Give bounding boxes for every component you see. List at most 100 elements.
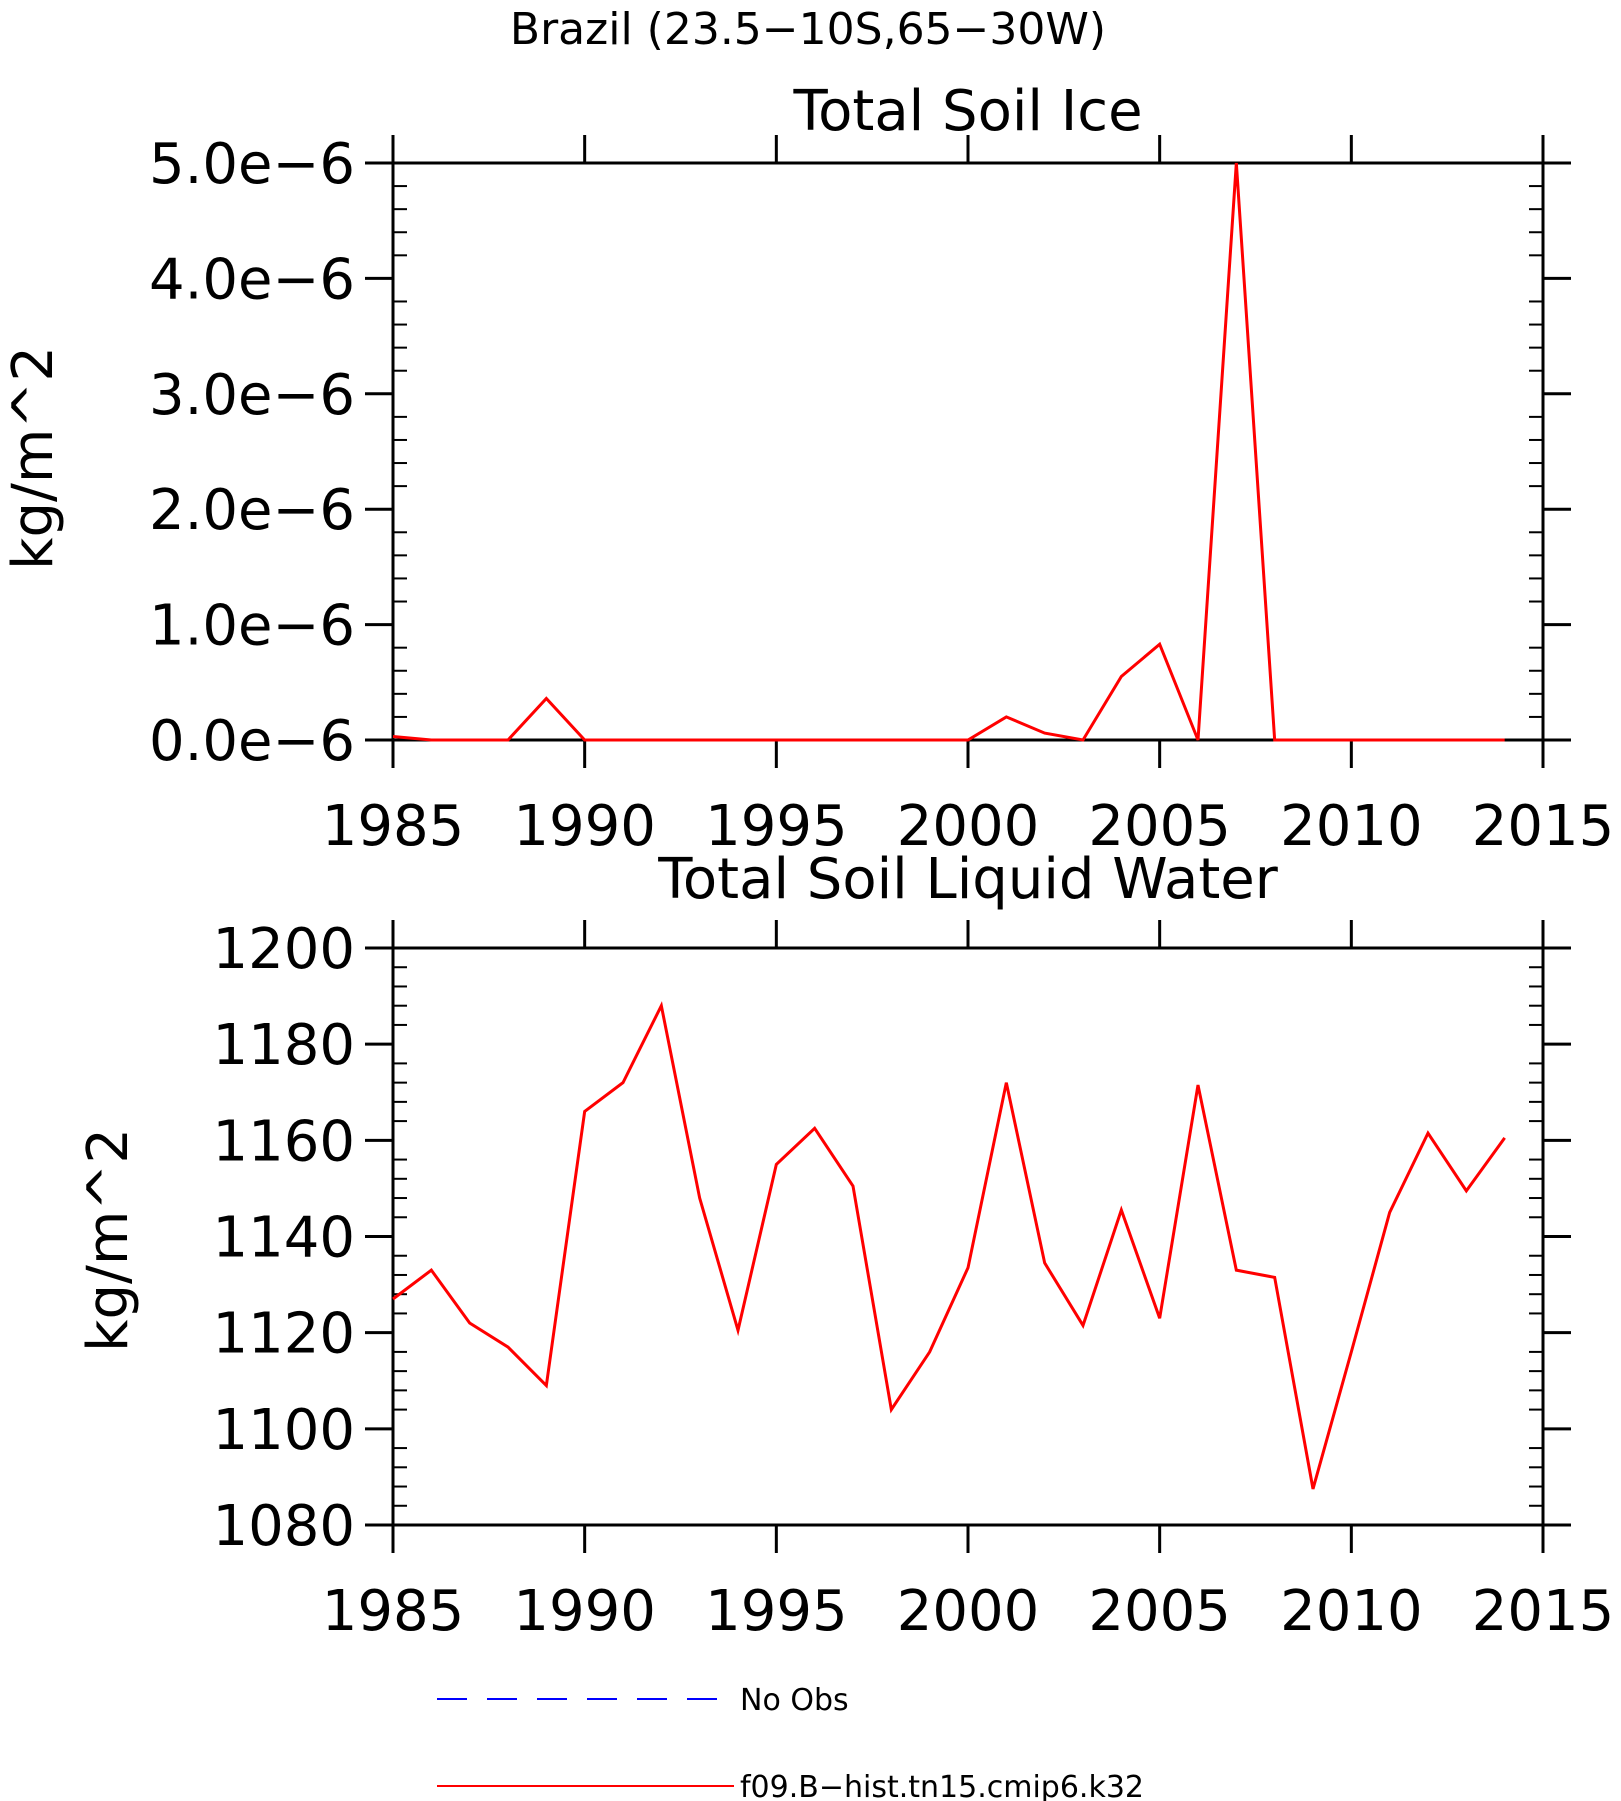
panel1-series-line [392, 162, 1505, 742]
panel2-data-point [1235, 1269, 1238, 1272]
panel1-data-point [1043, 732, 1046, 735]
panel1-data-point [392, 735, 395, 738]
panel2-y-tick-label: 1120 [212, 1302, 355, 1367]
panel1-plot-area: 1985 1990 1995 2000 2005 2010 2015 0.0e−6 1.0e−6… [149, 132, 1614, 859]
panel1-y-tick-label: 2.0e−6 [149, 478, 355, 543]
panel1-data-point [507, 739, 510, 742]
panel2-data-point [1388, 1211, 1391, 1214]
panel1-data-point [1312, 739, 1315, 742]
panel1-data-point [890, 739, 893, 742]
panel2-data-point [583, 1110, 586, 1113]
panel2-x-tick-label: 2010 [1280, 1579, 1423, 1644]
panel2-x-tick-label: 1995 [705, 1579, 848, 1644]
panel1-y-axis-label: kg/m^2 [1, 346, 66, 570]
panel1-x-tick-label: 2010 [1280, 794, 1423, 859]
panel2-data-point [928, 1350, 931, 1353]
panel2-data-point [1427, 1132, 1430, 1135]
panel2-data-point [622, 1081, 625, 1084]
panel2-data-point [1465, 1189, 1468, 1192]
panel1-data-point [852, 739, 855, 742]
panel1-data-point [1197, 739, 1200, 742]
panel1-data-point [1005, 715, 1008, 718]
panel2-series-line [392, 1001, 1506, 1490]
panel2-data-point [852, 1185, 855, 1188]
panel1-data-point [813, 739, 816, 742]
panel2-data-point [967, 1266, 970, 1269]
panel1-x-tick-label: 2000 [897, 794, 1040, 859]
figure-title: Brazil (23.5−10S,65−30W) [510, 4, 1106, 55]
panel2-data-point [737, 1329, 740, 1332]
panel1-subtitle: Total Soil Ice [792, 79, 1142, 144]
panel1-data-point [775, 739, 778, 742]
panel2-data-point [468, 1322, 471, 1325]
legend-label-no-obs: No Obs [740, 1683, 849, 1718]
panel2-data-point [698, 1197, 701, 1200]
panel1-data-point [1158, 643, 1161, 646]
panel2-data-point [890, 1408, 893, 1411]
panel1-data-point [967, 739, 970, 742]
panel1-data-point [737, 739, 740, 742]
panel1-data-point [698, 739, 701, 742]
panel1-x-tick-label: 1995 [705, 794, 848, 859]
panel1-y-tick-label: 0.0e−6 [149, 709, 355, 774]
panel2-x-tick-label: 2015 [1472, 1579, 1615, 1644]
panel2-data-point [1158, 1317, 1161, 1320]
panel2-y-tick-label: 1100 [212, 1398, 355, 1463]
panel1-data-point [1388, 739, 1391, 742]
panel2-data-point [392, 1298, 395, 1301]
panel2-data-point [1082, 1324, 1085, 1327]
panel1-data-point [545, 697, 548, 700]
panel2-y-tick-label: 1200 [212, 917, 355, 982]
panel1-x-tick-label: 1990 [513, 794, 656, 859]
panel2-data-point [1273, 1276, 1276, 1279]
panel2-data-point [545, 1384, 548, 1387]
panel1-y-tick-label: 5.0e−6 [149, 132, 355, 197]
panel1-data-point [1427, 739, 1430, 742]
panel1-data-point [1350, 739, 1353, 742]
panel2-data-point [1043, 1261, 1046, 1264]
panel2-x-tick-label: 2005 [1088, 1579, 1231, 1644]
panel1-data-point [1273, 739, 1276, 742]
panel1-data-point [1465, 739, 1468, 742]
panel2-data-point [775, 1163, 778, 1166]
panel2-data-point [1005, 1081, 1008, 1084]
panel1-data-point [622, 739, 625, 742]
panel2-data-point [1503, 1136, 1506, 1139]
panel2-x-tick-label: 1990 [513, 1579, 656, 1644]
panel1-frame [391, 161, 1545, 742]
panel1-x-tick-label: 2005 [1088, 794, 1231, 859]
panel2-data-point [1120, 1209, 1123, 1212]
panel2-x-tick-label: 1985 [322, 1579, 465, 1644]
panel2-y-tick-label: 1180 [212, 1013, 355, 1078]
panel2-data-point [1312, 1487, 1315, 1490]
panel1-data-point [660, 739, 663, 742]
panel2-data-point [430, 1269, 433, 1272]
panel2-data-point [1197, 1084, 1200, 1087]
panel1-data-point [468, 739, 471, 742]
panel2-y-tick-label: 1160 [212, 1109, 355, 1174]
panel1-data-point [430, 739, 433, 742]
panel1-x-tick-label: 2015 [1472, 794, 1615, 859]
panel1-data-point [1082, 739, 1085, 742]
panel1-y-tick-label: 3.0e−6 [149, 363, 355, 428]
panel1-data-point [1503, 739, 1506, 742]
legend: No Obs f09.B−hist.tn15.cmip6.k32 [437, 1683, 1144, 1801]
panel1-data-point [1235, 162, 1238, 165]
panel1-y-tick-label: 1.0e−6 [149, 594, 355, 659]
panel2-y-tick-label: 1140 [212, 1206, 355, 1271]
panel2-y-axis-label: kg/m^2 [76, 1128, 141, 1352]
panel2-plot-area: 1985 1990 1995 2000 2005 2010 2015 1080 1100 1120… [212, 917, 1614, 1644]
panel1-data-point [583, 739, 586, 742]
panel2-subtitle: Total Soil Liquid Water [657, 847, 1279, 912]
panel1-data-point [928, 739, 931, 742]
panel2-data-point [507, 1346, 510, 1349]
panel1-data-point [1120, 675, 1123, 678]
panel2-frame [391, 946, 1545, 1527]
legend-label-model: f09.B−hist.tn15.cmip6.k32 [740, 1770, 1144, 1801]
panel2-data-point [1350, 1350, 1353, 1353]
panel2-x-tick-label: 2000 [897, 1579, 1040, 1644]
panel2-data-point [660, 1004, 663, 1007]
panel1-x-tick-label: 1985 [322, 794, 465, 859]
panel1-y-tick-label: 4.0e−6 [149, 247, 355, 312]
